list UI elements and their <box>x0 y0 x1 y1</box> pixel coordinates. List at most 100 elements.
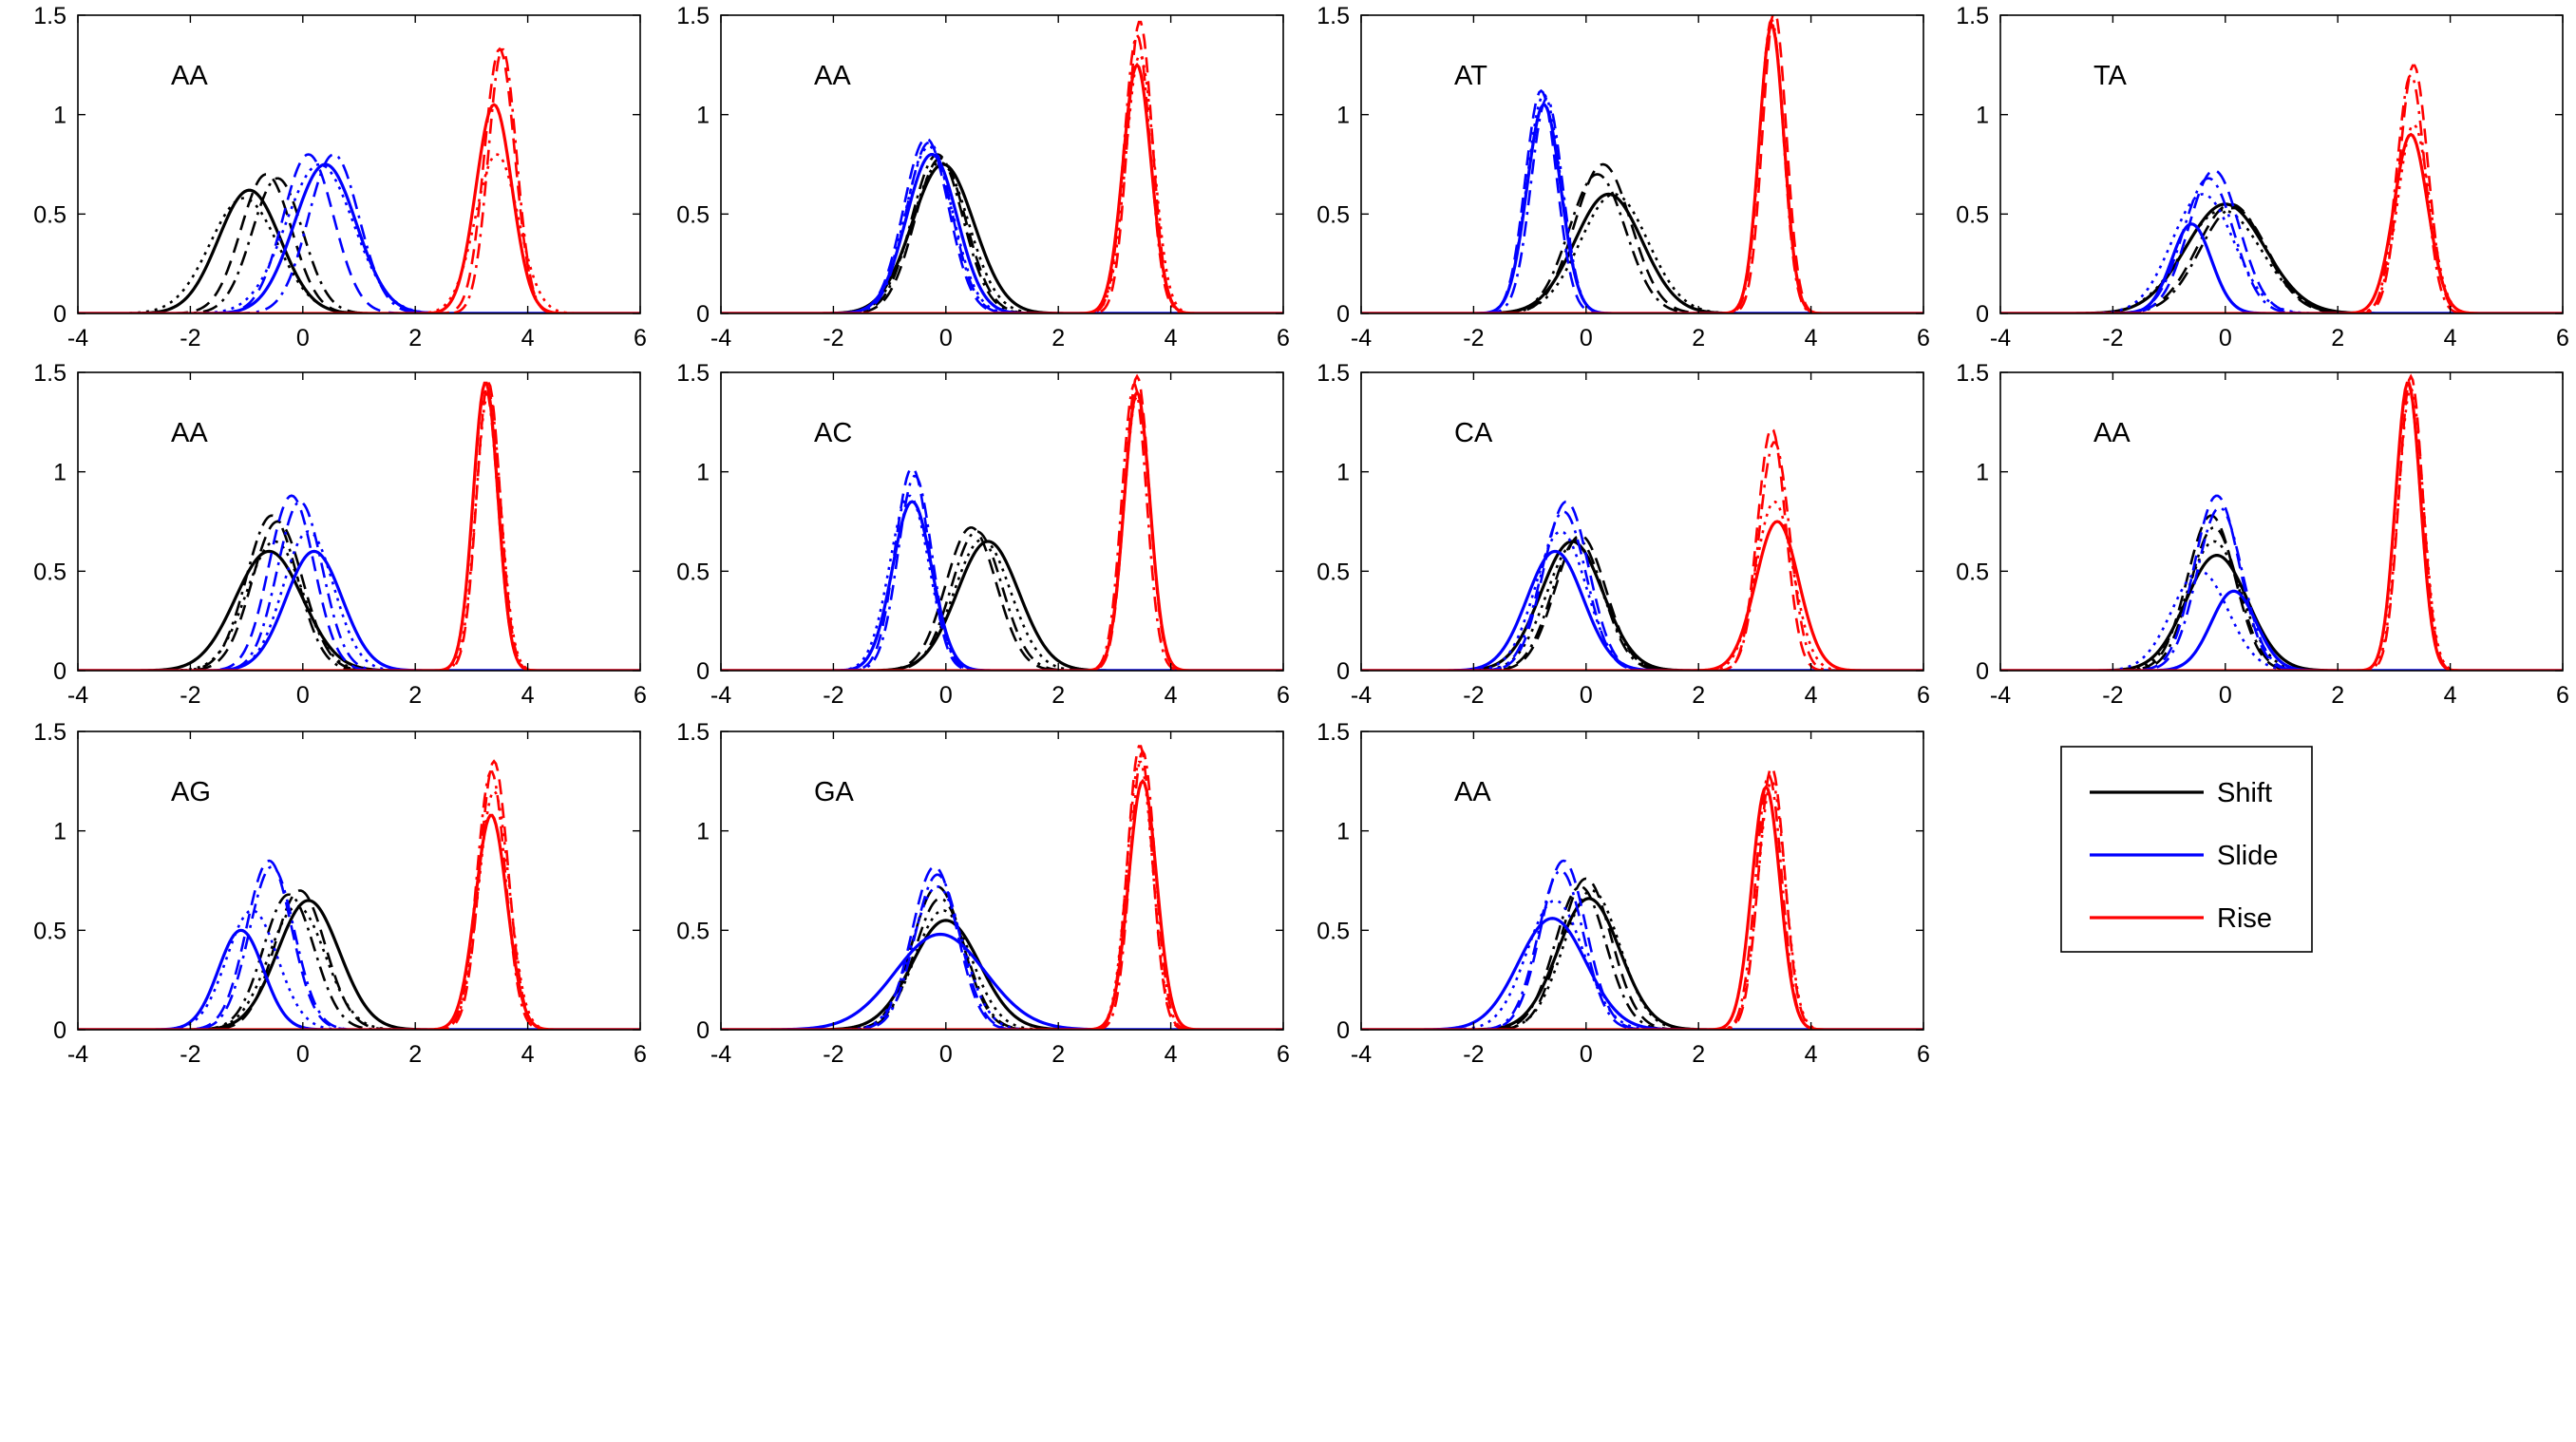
curve-rise-dashed <box>721 745 1283 1030</box>
curve-shift-dashdot <box>1361 884 1923 1030</box>
curve-slide-dotted <box>1361 93 1923 313</box>
curve-rise-solid <box>78 103 640 313</box>
curve-slide-dotted <box>78 530 640 671</box>
x-tick-label: -4 <box>67 1041 88 1068</box>
x-tick-label: 6 <box>634 325 647 351</box>
x-tick-label: 6 <box>634 682 647 709</box>
x-tick-label: 6 <box>1917 682 1930 709</box>
x-tick-label: 2 <box>2331 325 2344 351</box>
curve-slide-dashdot <box>78 865 640 1030</box>
curve-rise-dashed <box>1361 15 1923 313</box>
y-tick-label: 0.5 <box>1956 559 1989 585</box>
curve-rise-dashdot <box>1361 16 1923 313</box>
legend: Shift Slide Rise <box>2060 746 2313 953</box>
curve-shift-solid <box>1361 540 1923 671</box>
panel-4: -4 -2 0 2 4 6 0 0.5 1 1.5 AA <box>33 360 647 709</box>
curve-slide-solid <box>78 162 640 313</box>
panel-1: -4 -2 0 2 4 6 0 0.5 1 1.5 AA <box>676 3 1290 351</box>
y-tick-label: 0.5 <box>33 559 66 585</box>
curve-shift-dashed <box>2000 202 2563 313</box>
panel-frame <box>1999 371 2564 672</box>
panel-label: TA <box>2093 61 2128 91</box>
y-tick-label: 1.5 <box>33 360 66 387</box>
x-tick-label: 0 <box>296 682 310 709</box>
panel-7-curves <box>2000 373 2563 671</box>
curve-slide-solid <box>2000 222 2563 313</box>
panel-10-curves <box>1361 765 1923 1030</box>
x-tick-label: -2 <box>1463 1041 1484 1068</box>
x-tick-label: 2 <box>408 1041 422 1068</box>
curve-shift-solid <box>2000 202 2563 313</box>
curve-slide-solid <box>78 928 640 1030</box>
x-tick-label: 0 <box>939 325 953 351</box>
panel-frame <box>1999 14 2564 314</box>
panel-frame <box>1360 14 1924 314</box>
x-tick-label: 4 <box>1165 1041 1178 1068</box>
panel-0-curves <box>78 47 640 313</box>
curve-shift-dashed <box>721 526 1283 671</box>
panel-frame <box>1360 371 1924 672</box>
curve-rise-solid <box>721 62 1283 313</box>
y-tick-label: 0 <box>696 1017 710 1044</box>
x-tick-label: 0 <box>1580 1041 1593 1068</box>
y-tick-label: 1.5 <box>33 719 66 746</box>
x-tick-label: 6 <box>2556 325 2569 351</box>
curve-slide-dashed <box>1361 88 1923 313</box>
curve-slide-dotted <box>1361 530 1923 671</box>
curve-slide-dotted <box>721 494 1283 671</box>
x-tick-label: 4 <box>1805 1041 1818 1068</box>
y-tick-label: 1 <box>696 460 710 486</box>
curve-rise-dashed <box>721 20 1283 313</box>
y-tick-label: 1 <box>1336 103 1350 129</box>
panel-frame <box>720 14 1284 314</box>
x-tick-label: -2 <box>2102 682 2123 709</box>
panel-label: AA <box>171 418 208 448</box>
x-tick-label: 4 <box>521 682 535 709</box>
curve-slide-dotted <box>1361 899 1923 1030</box>
curve-rise-dashdot <box>1361 774 1923 1030</box>
y-tick-label: 1 <box>1336 460 1350 486</box>
y-tick-label: 0 <box>1336 1017 1350 1044</box>
panel-frame <box>720 730 1284 1031</box>
curve-slide-dashed <box>78 494 640 671</box>
x-tick-label: -2 <box>823 682 843 709</box>
x-tick-label: 0 <box>939 1041 953 1068</box>
curve-shift-solid <box>78 188 640 313</box>
x-tick-label: 4 <box>2444 682 2457 709</box>
y-tick-label: 1.5 <box>1316 719 1350 746</box>
x-tick-label: 0 <box>1580 325 1593 351</box>
x-tick-label: 2 <box>1692 1041 1705 1068</box>
y-tick-label: 1 <box>53 103 66 129</box>
panel-label: AA <box>1454 777 1491 807</box>
curve-rise-dotted <box>1361 500 1923 671</box>
curve-shift-dashdot <box>1361 538 1923 671</box>
x-tick-label: 0 <box>296 1041 310 1068</box>
panel-5-curves <box>721 373 1283 671</box>
x-tick-label: 0 <box>2219 682 2232 709</box>
curve-slide-dashed <box>721 864 1283 1030</box>
curve-shift-solid <box>721 919 1283 1030</box>
curve-shift-solid <box>721 540 1283 671</box>
curve-shift-dotted <box>78 904 640 1030</box>
curve-slide-dashdot <box>721 873 1283 1030</box>
panel-frame <box>77 730 641 1031</box>
x-tick-label: 0 <box>939 682 953 709</box>
curve-slide-dashdot <box>78 153 640 313</box>
panel-frame <box>1360 730 1924 1031</box>
curve-rise-dashed <box>78 47 640 313</box>
curve-rise-dashdot <box>721 384 1283 671</box>
panel-frame <box>720 371 1284 672</box>
curve-rise-dashdot <box>721 749 1283 1030</box>
legend-label-shift: Shift <box>2217 778 2272 808</box>
y-tick-label: 0 <box>53 1017 66 1044</box>
curve-shift-dotted <box>78 540 640 671</box>
curve-shift-dashdot <box>721 897 1283 1030</box>
x-tick-label: -4 <box>710 1041 731 1068</box>
x-tick-label: -4 <box>1351 325 1372 351</box>
x-tick-label: -2 <box>180 1041 200 1068</box>
curve-rise-dashdot <box>721 32 1283 313</box>
x-tick-label: -4 <box>1990 682 2011 709</box>
y-tick-label: 0 <box>696 301 710 328</box>
x-tick-label: 0 <box>1580 682 1593 709</box>
curve-rise-solid <box>78 381 640 671</box>
